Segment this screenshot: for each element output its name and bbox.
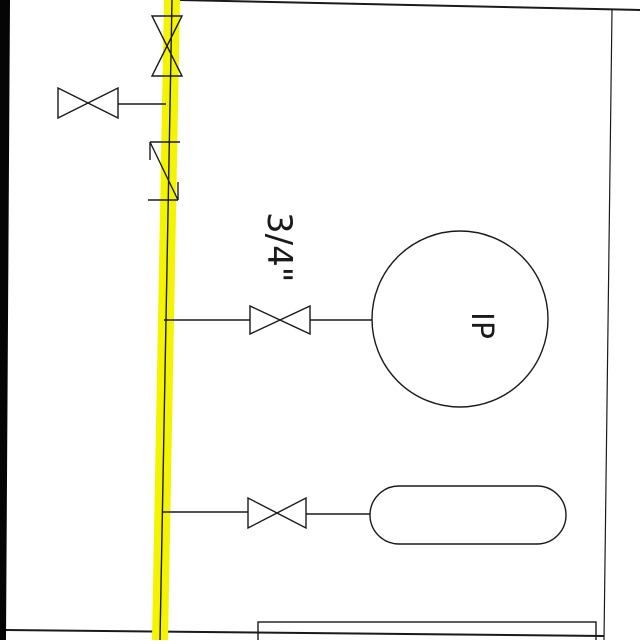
pressure-instrument-circle[interactable] — [371, 230, 549, 408]
branch-valve-left[interactable] — [57, 86, 119, 120]
vessel-isolation-valve[interactable] — [247, 496, 307, 530]
vessel-capsule[interactable] — [369, 485, 567, 545]
instrument-isolation-valve[interactable] — [249, 304, 311, 336]
frame-top-line — [179, 0, 640, 11]
bottom-box-partial — [257, 621, 597, 644]
check-valve[interactable] — [148, 141, 180, 201]
pipe-size-label: 3/4" — [259, 212, 299, 282]
left-border-band — [0, 0, 10, 640]
instrument-tag: IP — [464, 312, 499, 339]
main-line-valve-top[interactable] — [150, 15, 184, 77]
frame-bottom-line — [5, 629, 605, 637]
frame-right-line — [603, 9, 613, 641]
